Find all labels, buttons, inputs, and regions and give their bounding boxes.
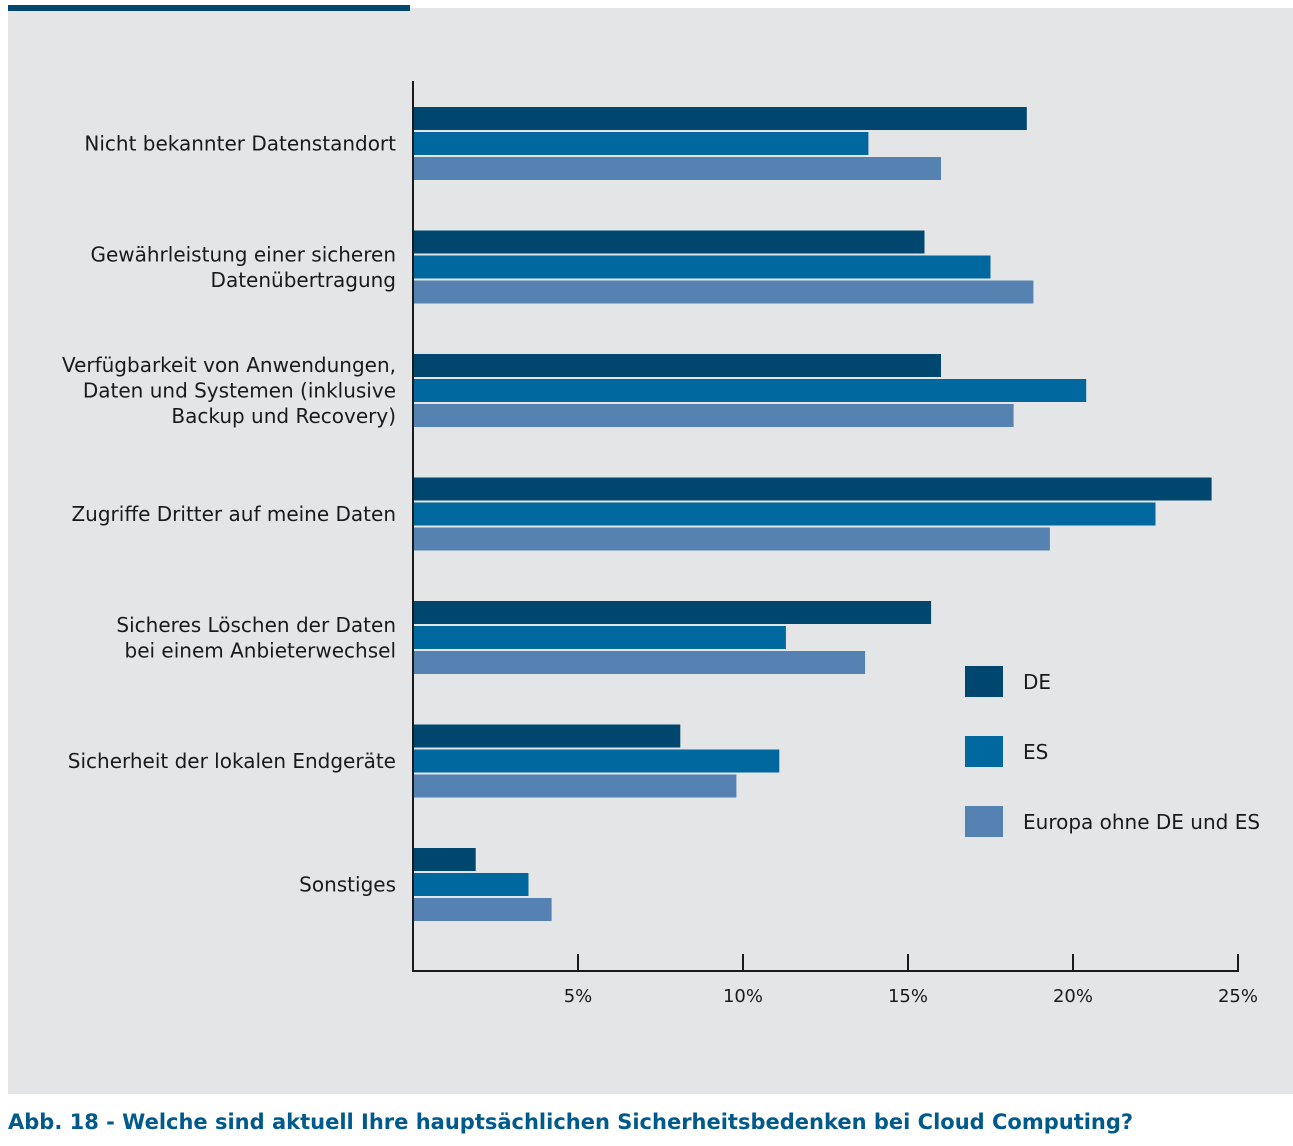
bar-4-es [413,502,1156,526]
bar-7-es [413,873,529,896]
category-label: Zugriffe Dritter auf meine Daten [71,502,396,526]
category-label-line: bei einem Anbieterwechsel [125,638,397,662]
bar-1-es [413,132,869,155]
category-label-line: Sonstiges [299,873,396,897]
category-label: Gewährleistung einer sicheren Datenübertr… [90,242,396,292]
category-label-line: Sicheres Löschen der Daten [116,613,396,637]
bar-3-es [413,379,1087,402]
legend-swatch [965,666,1003,697]
legend-swatch [965,736,1003,767]
legend-swatch [965,806,1003,837]
category-label: Sicherheit der lokalen Endgeräte [68,749,396,773]
category-labels: Nicht bekannter Datenstandort Gewährleist… [62,132,396,897]
category-label-line: Sicherheit der lokalen Endgeräte [68,749,396,773]
category-label: Nicht bekannter Datenstandort [84,132,396,156]
category-label-line: Verfügbarkeit von Anwendungen, [62,353,396,377]
category-label-line: Backup und Recovery) [171,404,396,428]
x-tick-label: 5% [564,986,593,1007]
bars-group [413,107,1212,921]
bar-3-de [413,354,941,377]
bar-5-es [413,626,786,649]
category-label: Sonstiges [299,873,396,897]
x-tick-label: 20% [1053,986,1093,1007]
category-label-line: Datenübertragung [211,268,396,292]
x-tick-label: 15% [888,986,928,1007]
bar-4-de [413,477,1212,501]
bar-1-de [413,107,1027,130]
legend-label: Europa ohne DE und ES [1023,810,1260,834]
bar-5-de [413,601,932,624]
bar-4-europa-ohne-de-und-es [413,527,1050,551]
top-accent-bar [8,5,410,11]
bar-7-de [413,848,476,871]
figure-caption: Abb. 18 - Welche sind aktuell Ihre haupt… [8,1110,1134,1134]
category-label-line: Zugriffe Dritter auf meine Daten [71,502,396,526]
bar-1-europa-ohne-de-und-es [413,157,941,180]
bar-2-de [413,230,925,254]
bar-6-es [413,749,780,773]
legend-label: ES [1023,740,1048,764]
category-label-line: Gewährleistung einer sicheren [90,242,396,266]
axes: 5% 10% 15% 20% 25% [412,81,1258,1007]
bar-7-europa-ohne-de-und-es [413,898,552,921]
x-tick-label: 25% [1218,986,1258,1007]
bar-6-de [413,724,681,748]
category-label: Sicheres Löschen der Daten bei einem Anbi… [116,613,396,663]
category-label-line: Nicht bekannter Datenstandort [84,132,396,156]
legend-label: DE [1023,670,1051,694]
x-tick-label: 10% [723,986,763,1007]
bar-5-europa-ohne-de-und-es [413,651,866,674]
category-label: Verfügbarkeit von Anwendungen, Daten und … [62,353,396,428]
bar-3-europa-ohne-de-und-es [413,404,1014,427]
bar-2-es [413,255,991,279]
chart-panel [8,8,1293,1094]
category-label-line: Daten und Systemen (inklusive [83,379,396,403]
bar-2-europa-ohne-de-und-es [413,280,1034,304]
legend: DE ES Europa ohne DE und ES [965,666,1260,837]
bar-6-europa-ohne-de-und-es [413,774,737,798]
